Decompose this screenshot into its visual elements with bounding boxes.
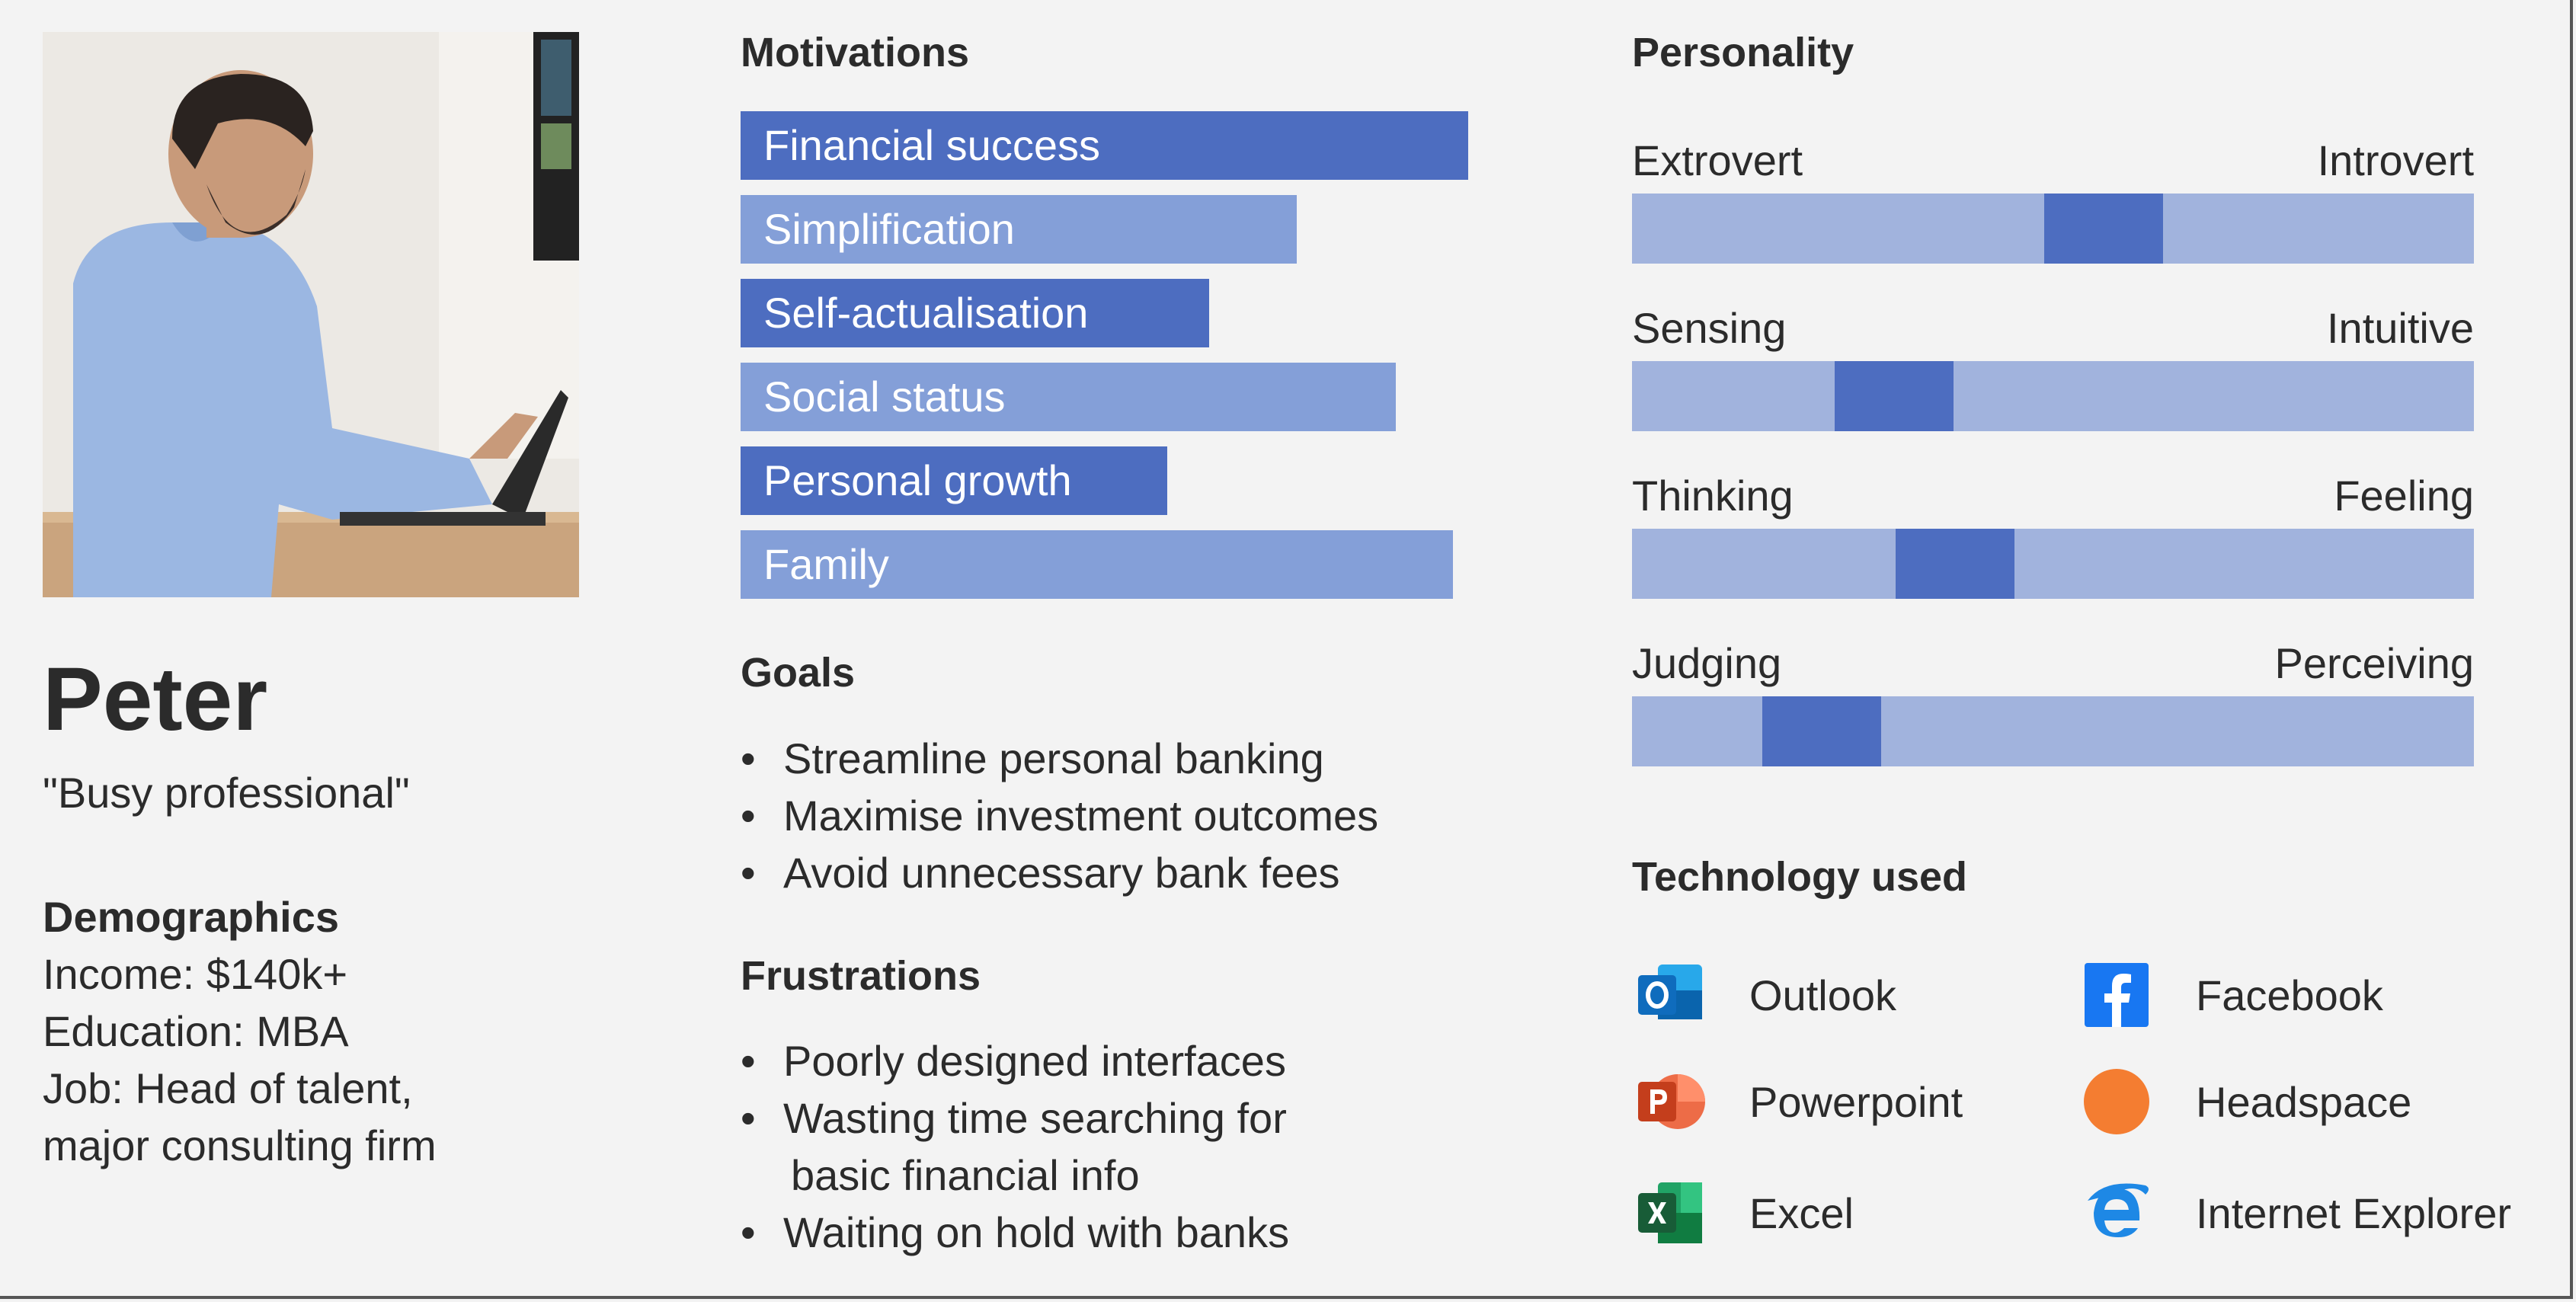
scale-right-label: Introvert [2317,136,2474,184]
motivation-bar: Social status [741,363,1396,431]
motivations-title: Motivations [741,30,970,75]
demographics-line: Income: $140k+ [43,950,348,998]
scale-left-label: Judging [1632,639,1782,687]
demographics-line: Job: Head of talent, [43,1064,413,1112]
tech-name: Internet Explorer [2196,1189,2511,1237]
motivation-label: Self-actualisation [763,289,1089,337]
demographics: Demographics Income: $140k+ Education: M… [43,888,437,1174]
scale-track [1632,529,2474,599]
demographics-title: Demographics [43,893,339,941]
motivation-bar: Financial success [741,111,1468,180]
excel-icon [1638,1182,1702,1243]
scale-right-label: Perceiving [2274,639,2474,687]
demographics-line: major consulting firm [43,1121,437,1169]
scale-track [1632,361,2474,431]
tech-name: Excel [1749,1189,1854,1237]
tech-name: Facebook [2196,971,2383,1019]
motivation-label: Social status [763,373,1006,421]
persona-photo [43,32,579,597]
motivation-label: Family [763,540,889,588]
list-item: Avoid unnecessary bank fees [741,844,1378,901]
list-item: Waiting on hold with banks [741,1204,1289,1261]
motivation-bar: Self-actualisation [741,279,1209,347]
motivation-bar: Family [741,530,1453,599]
goals-title: Goals [741,650,856,696]
persona-tagline: "Busy professional" [43,769,410,817]
scale-marker [1896,529,2014,599]
personality-title: Personality [1632,30,1854,75]
powerpoint-icon [1638,1074,1705,1129]
list-item: Wasting time searching for [741,1089,1289,1147]
internet-explorer-icon [2088,1183,2149,1237]
list-item: Maximise investment outcomes [741,787,1378,844]
facebook-icon [2085,963,2149,1027]
list-item-continuation: basic financial info [791,1151,1140,1199]
technology-title: Technology used [1632,854,1968,900]
scale-marker [1835,361,1954,431]
scale-track [1632,194,2474,264]
tech-name: Headspace [2196,1078,2412,1126]
scale-marker [1762,696,1881,766]
scale-right-label: Feeling [2334,472,2474,520]
tech-name: Outlook [1749,971,1896,1019]
motivation-label: Personal growth [763,456,1072,504]
scale-left-label: Extrovert [1632,136,1803,184]
scale-left-label: Sensing [1632,304,1787,352]
goals-list: Streamline personal banking Maximise inv… [741,730,1378,901]
outlook-icon [1638,965,1702,1019]
frustrations-list: Poorly designed interfaces Wasting time … [741,1032,1289,1261]
scale-track [1632,696,2474,766]
scale-right-label: Intuitive [2327,304,2474,352]
list-item: Streamline personal banking [741,730,1378,787]
motivation-bar: Simplification [741,195,1297,264]
list-item: Poorly designed interfaces [741,1032,1289,1089]
persona-name: Peter [43,649,268,750]
tech-name: Powerpoint [1749,1078,1963,1126]
frustrations-title: Frustrations [741,953,981,999]
scale-marker [2044,194,2163,264]
motivation-label: Financial success [763,121,1100,169]
headspace-icon [2084,1069,2149,1134]
motivation-label: Simplification [763,205,1015,253]
scale-left-label: Thinking [1632,472,1794,520]
demographics-line: Education: MBA [43,1007,349,1055]
motivation-bar: Personal growth [741,446,1167,515]
